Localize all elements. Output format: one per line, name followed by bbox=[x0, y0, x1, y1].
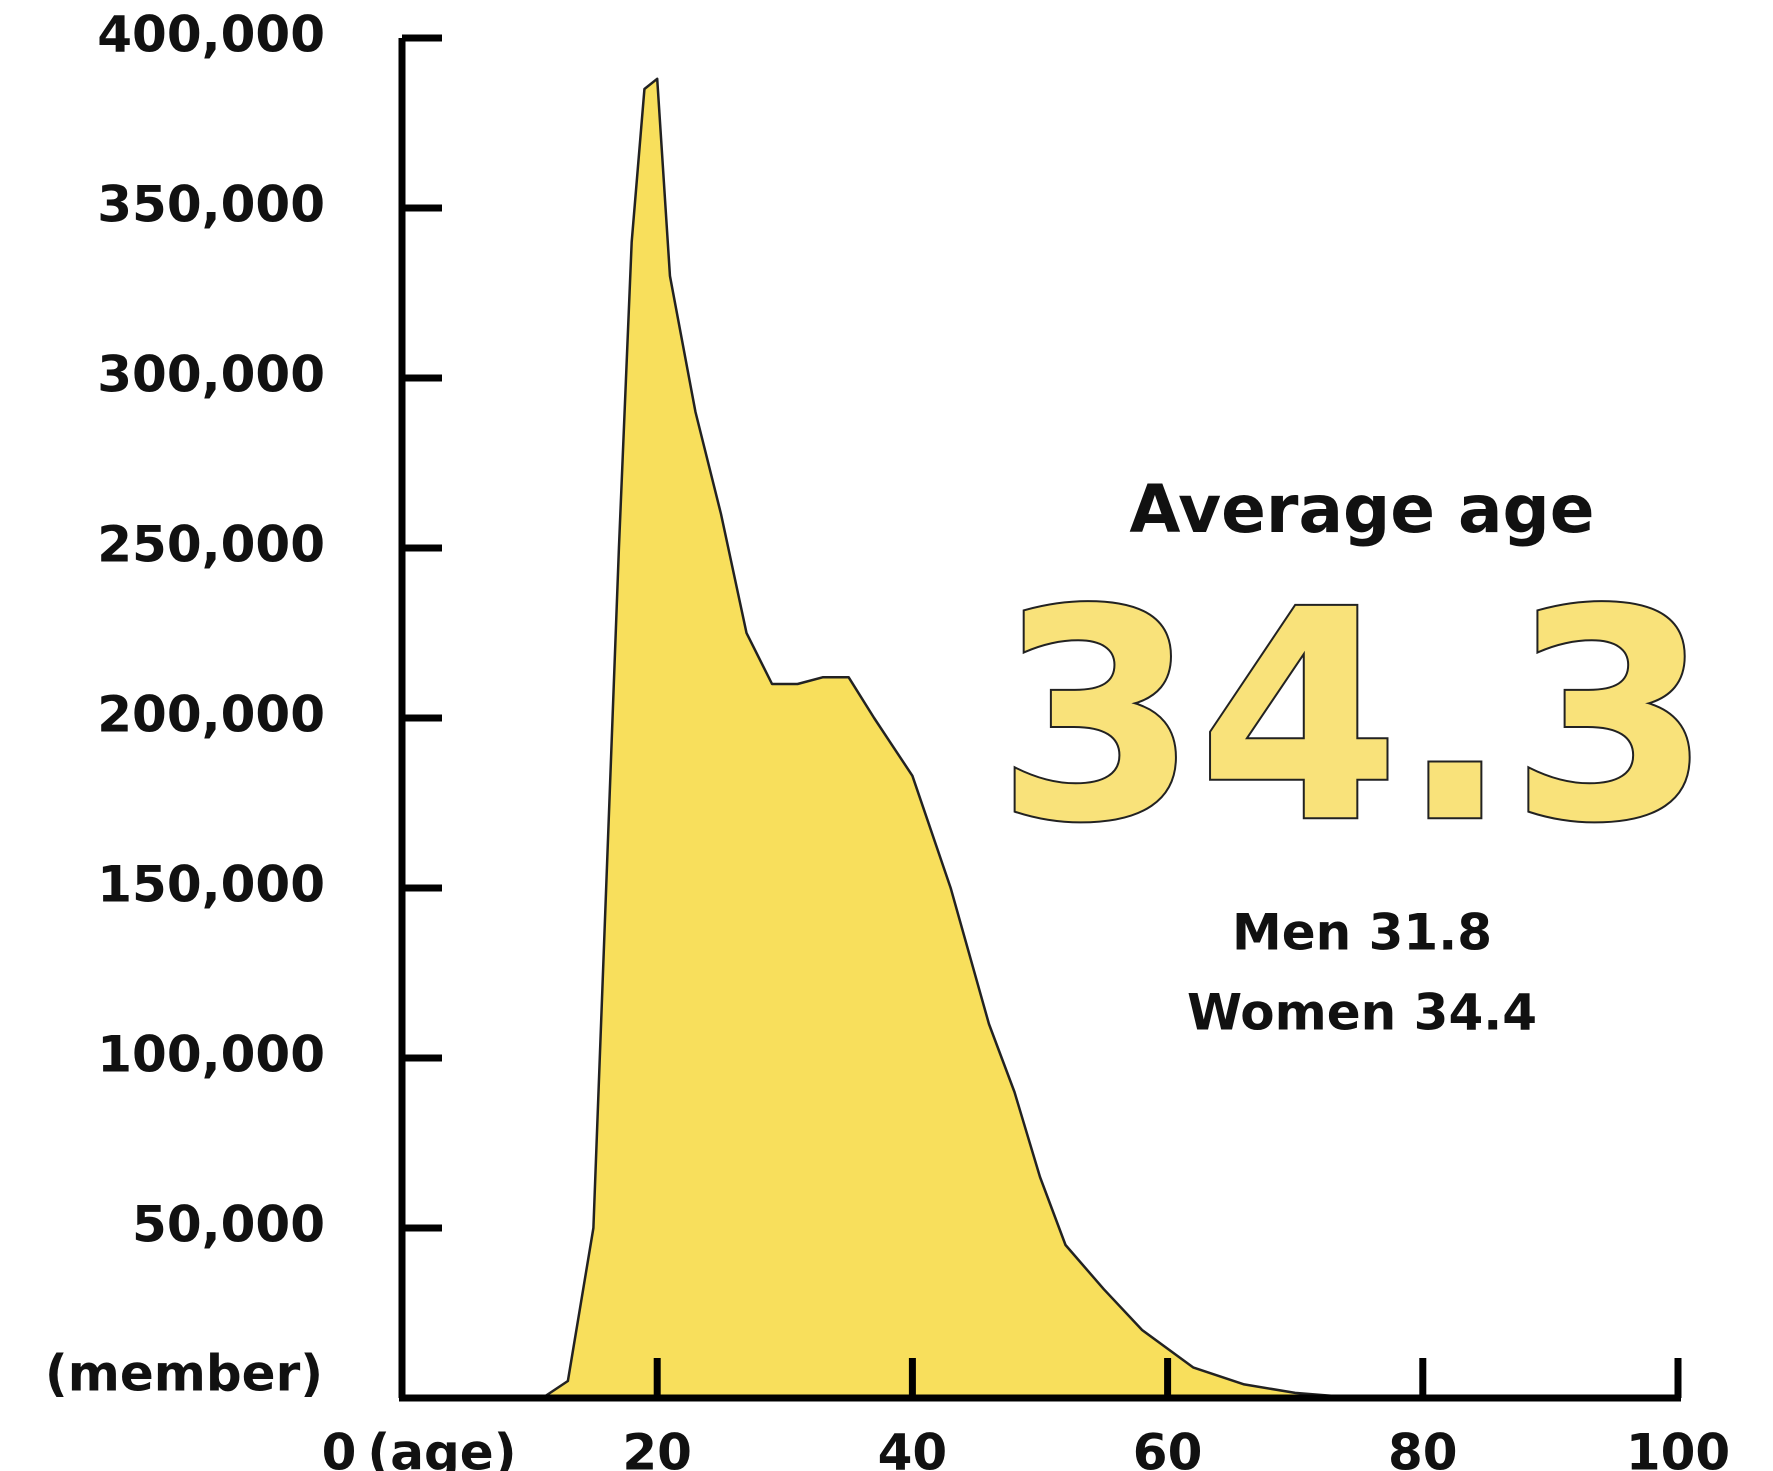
area bbox=[542, 78, 1359, 1398]
x-tick-label: 0 bbox=[322, 1424, 357, 1471]
annotation-men: Men 31.8 bbox=[1232, 904, 1492, 962]
y-tick-label: 150,000 bbox=[97, 856, 325, 914]
y-tick-label: 350,000 bbox=[97, 176, 325, 234]
x-tick-label: 20 bbox=[622, 1424, 692, 1471]
annotation-women: Women 34.4 bbox=[1187, 984, 1537, 1042]
x-tick-label: 60 bbox=[1133, 1424, 1203, 1471]
x-tick-label: 40 bbox=[878, 1424, 948, 1471]
annotation-title: Average age bbox=[1129, 471, 1594, 548]
annotation-value: 34.3 bbox=[996, 549, 1712, 886]
area-outline bbox=[541, 77, 1360, 1400]
y-tick-label: 300,000 bbox=[97, 346, 325, 404]
y-tick-label: 50,000 bbox=[132, 1196, 325, 1254]
y-tick-label: 200,000 bbox=[97, 686, 325, 744]
y-tick-label: 400,000 bbox=[97, 6, 325, 64]
y-tick-label: 100,000 bbox=[97, 1026, 325, 1084]
x-axis-label: (age) bbox=[367, 1424, 516, 1471]
x-tick-label: 80 bbox=[1388, 1424, 1458, 1471]
x-tick-label: 100 bbox=[1626, 1424, 1730, 1471]
y-axis-label: (member) bbox=[45, 1345, 323, 1403]
y-tick-label: 250,000 bbox=[97, 516, 325, 574]
